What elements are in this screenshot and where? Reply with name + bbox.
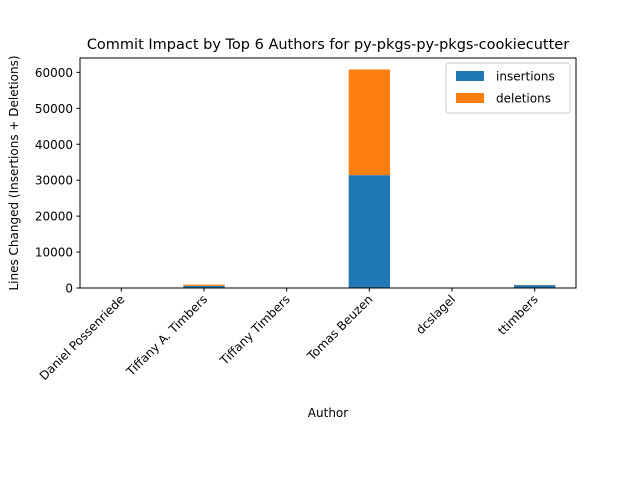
chart-title: Commit Impact by Top 6 Authors for py-pk… (87, 37, 569, 53)
y-axis-label: Lines Changed (Insertions + Deletions) (7, 55, 21, 290)
bar-insertions-3 (349, 175, 390, 288)
y-tick-label: 40000 (35, 138, 73, 152)
y-tick-label: 60000 (35, 66, 73, 80)
y-tick-label: 10000 (35, 246, 73, 260)
legend-swatch-deletions (456, 93, 484, 103)
bar-deletions-1 (183, 285, 224, 286)
legend-label-deletions: deletions (496, 92, 551, 106)
legend: insertions deletions (446, 63, 570, 113)
bar-deletions-3 (349, 70, 390, 176)
legend-label-insertions: insertions (496, 70, 555, 84)
y-tick-label: 20000 (35, 210, 73, 224)
y-tick-label: 50000 (35, 102, 73, 116)
y-tick-label: 0 (65, 282, 73, 296)
x-axis-label: Author (308, 406, 348, 420)
y-tick-label: 30000 (35, 174, 73, 188)
legend-swatch-insertions (456, 71, 484, 81)
